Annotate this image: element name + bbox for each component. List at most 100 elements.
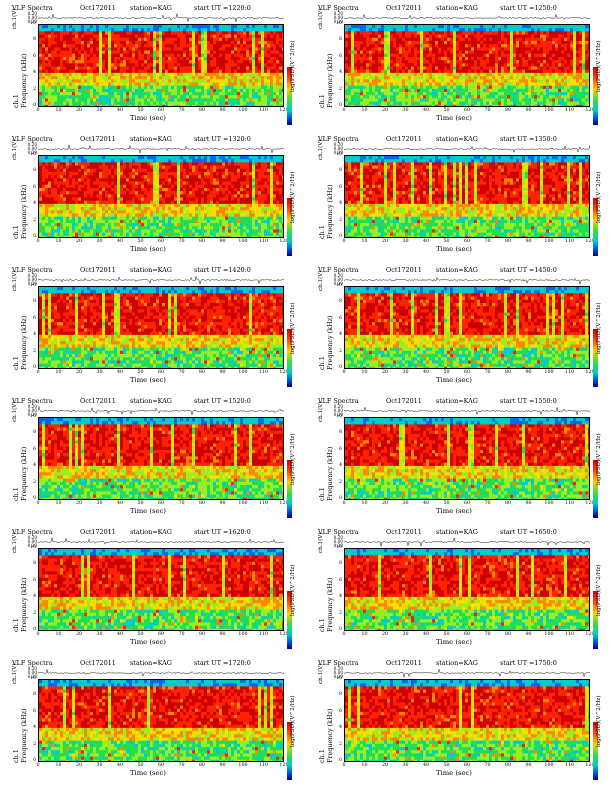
spectrogram-cell [534, 104, 538, 106]
spectrogram-cell [72, 37, 76, 42]
spectrogram-cell [54, 98, 58, 102]
spectrogram-cell [207, 31, 211, 35]
spectrogram-cell [90, 76, 94, 80]
spectrogram-cell [168, 85, 172, 90]
spectrogram-cell [84, 203, 88, 208]
spectrogram-cell [219, 82, 223, 86]
spectrogram-cell [369, 88, 373, 93]
spectrogram-cell [525, 66, 529, 70]
spectrogram-cell [219, 69, 223, 74]
spectrogram-cell [96, 178, 100, 182]
spectrogram-cell [105, 232, 109, 237]
spectrogram-cell [219, 92, 223, 96]
spectrogram-cell [57, 47, 61, 51]
spectrogram-cell [585, 82, 589, 86]
spectrogram-cell [234, 82, 238, 86]
waveform-ylabel: ch.1(V) [12, 140, 18, 160]
spectrogram-cell [543, 37, 547, 42]
spectrogram-cell [489, 92, 493, 96]
spectrogram-cell [486, 92, 490, 96]
spectrogram-cell [408, 101, 412, 106]
spectrogram-cell [423, 37, 427, 42]
spectrogram-cell [555, 101, 559, 106]
spectrogram-cell [561, 95, 565, 99]
spectrogram-cell [93, 178, 97, 182]
spectrogram-cell [525, 28, 529, 32]
spectrogram-cell [447, 66, 451, 70]
spectrogram-cell [42, 207, 46, 211]
spectrogram-cell [459, 37, 463, 42]
spectrogram-cell [75, 37, 79, 42]
spectrogram-cell [102, 203, 106, 208]
spectrogram-cell [147, 56, 151, 61]
spectrogram-cell [357, 79, 361, 83]
spectrogram-cell [264, 72, 268, 77]
spectrogram-cell [195, 44, 199, 48]
spectrogram-cell [477, 37, 481, 42]
spectrogram-cell [411, 92, 415, 96]
spectrogram-cell [390, 28, 394, 32]
spectrogram-cell [351, 50, 355, 55]
spectrogram-cell [102, 213, 106, 217]
spectrogram-cell [186, 79, 190, 83]
spectrogram-cell [210, 92, 214, 96]
spectrogram-cell [69, 101, 73, 106]
spectrogram-cell [162, 72, 166, 77]
spectrogram-cell [345, 95, 349, 99]
spectrogram-cell [54, 168, 58, 173]
spectrogram-cell [537, 72, 541, 77]
spectrogram-cell [219, 40, 223, 45]
spectrogram-cell [117, 98, 121, 102]
spectrogram-cell [429, 44, 433, 48]
spectrogram-cell [282, 31, 283, 35]
spectrogram-cell [252, 72, 256, 77]
spectrogram-cell [462, 92, 466, 96]
spectrogram-cell [69, 200, 73, 205]
spectrogram-cell [69, 63, 73, 67]
spectrogram-cell [546, 34, 550, 39]
spectrogram-cell [231, 82, 235, 86]
spectrogram-cell [78, 162, 82, 166]
spectrogram-cell [114, 50, 118, 55]
spectrogram-cell [72, 79, 76, 83]
spectrogram-cell [384, 85, 388, 90]
spectrogram-cell [516, 104, 520, 106]
spectrogram-cell [519, 40, 523, 45]
spectrogram-cell [87, 165, 91, 170]
spectrogram-cell [498, 44, 502, 48]
spectrogram-cell [507, 25, 511, 29]
spectrogram-cell [474, 63, 478, 67]
spectrogram-cell [261, 53, 265, 58]
spectrogram-cell [219, 98, 223, 102]
spectrogram-cell [45, 235, 49, 237]
spectrogram-cell [270, 56, 274, 61]
spectrogram-cell [246, 88, 250, 93]
spectrogram-cell [48, 229, 52, 233]
spectrogram-cell [81, 44, 85, 48]
spectrogram-cell [93, 159, 97, 163]
spectrogram-cell [102, 223, 106, 227]
spectrogram-cell [186, 40, 190, 45]
spectrogram-cell [171, 34, 175, 39]
spectrogram-cell [117, 69, 121, 74]
spectrogram-cell [189, 63, 193, 67]
spectrogram-cell [39, 197, 43, 201]
spectrogram-cell [264, 53, 268, 58]
spectrogram-cell [168, 31, 172, 35]
spectrogram-cell [474, 47, 478, 51]
spectrogram-cell [276, 50, 280, 55]
spectrogram-cell [567, 25, 571, 29]
spectrogram-cell [360, 101, 364, 106]
spectrogram-cell [390, 31, 394, 35]
spectrogram-cell [99, 168, 103, 173]
spectrogram-cell [102, 184, 106, 189]
spectrogram-cell [381, 104, 385, 106]
spectrogram-cell [483, 44, 487, 48]
spectrogram-cell [72, 28, 76, 32]
spectrogram-cell [186, 63, 190, 67]
spectrogram-cell [537, 79, 541, 83]
spectrogram-cell [543, 66, 547, 70]
spectrogram-cell [582, 47, 586, 51]
spectrogram-cell [180, 88, 184, 93]
spectrogram-cell [555, 85, 559, 90]
